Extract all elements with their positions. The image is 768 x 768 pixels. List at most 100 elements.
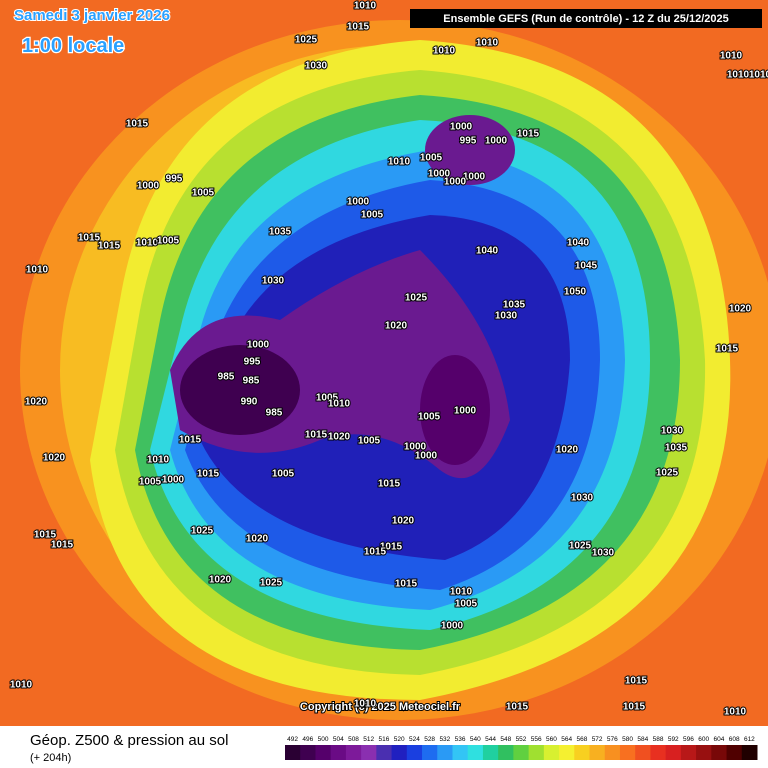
scale-label: 544 (485, 736, 496, 743)
scale-swatch (376, 745, 393, 760)
pressure-label: 1020 (328, 432, 351, 443)
scale-label: 568 (576, 736, 587, 743)
pressure-label: 1020 (385, 321, 408, 332)
scale-swatch (711, 745, 728, 760)
pressure-label: 1005 (358, 436, 381, 447)
scale-swatch (361, 745, 377, 760)
scale-swatch (635, 745, 651, 760)
scale-label: 524 (409, 736, 420, 743)
pressure-label: 1010 (26, 265, 49, 276)
pressure-label: 1010 (727, 70, 750, 81)
scale-swatch (589, 745, 606, 760)
pressure-label: 1000 (347, 197, 370, 208)
pressure-label: 1010 (476, 38, 499, 49)
pressure-label: 1035 (503, 300, 526, 311)
pressure-label: 1005 (272, 469, 295, 480)
pressure-label: 1000 (247, 340, 270, 351)
scale-swatch (452, 745, 469, 760)
scale-label: 532 (439, 736, 450, 743)
scale-swatch (665, 745, 682, 760)
pressure-label: 985 (218, 372, 235, 383)
pressure-label: 1020 (246, 534, 269, 545)
pressure-label: 1000 (415, 451, 438, 462)
pressure-label: 1015 (51, 540, 74, 551)
pressure-label: 1010 (450, 587, 473, 598)
scale-label: 600 (698, 736, 709, 743)
scale-label: 540 (470, 736, 481, 743)
pressure-label: 1010 (720, 51, 743, 62)
scale-label: 504 (333, 736, 344, 743)
scale-label: 592 (668, 736, 679, 743)
pressure-label: 1010 (749, 70, 768, 81)
local-time: 1:00 locale (22, 35, 124, 57)
copyright: Copyright (c) 2025 Meteociel.fr (300, 701, 461, 713)
scale-label: 596 (683, 736, 694, 743)
pressure-label: 1015 (34, 530, 57, 541)
pressure-label: 1030 (262, 276, 285, 287)
scale-label: 572 (592, 736, 603, 743)
scale-label: 612 (744, 736, 755, 743)
pressure-label: 995 (166, 174, 183, 185)
scale-label: 604 (714, 736, 725, 743)
scale-swatch (330, 745, 347, 760)
scale-swatch (422, 745, 438, 760)
pressure-label: 1015 (126, 119, 149, 130)
scale-swatch (391, 745, 408, 760)
pressure-label: 995 (244, 357, 261, 368)
pressure-label: 1000 (428, 169, 451, 180)
color-scale: 492 496 500 504 508 512 516 520 524 528 532 536 540 5… (285, 736, 758, 760)
scale-swatch (467, 745, 484, 760)
scale-swatch (406, 745, 423, 760)
pressure-label: 1030 (592, 548, 615, 559)
pressure-label: 1030 (661, 426, 684, 437)
pressure-labels: 1010101510251030101010101010101010101015… (9, 0, 768, 719)
scale-label: 576 (607, 736, 618, 743)
map-field (0, 0, 768, 726)
scale-swatch (741, 745, 758, 760)
pressure-label: 1000 (162, 475, 185, 486)
pressure-label: 1000 (137, 181, 160, 192)
pressure-label: 1030 (495, 311, 518, 322)
scale-swatch (498, 745, 514, 760)
pressure-label: 1015 (197, 469, 220, 480)
pressure-label: 1025 (260, 578, 283, 589)
pressure-label: 1015 (623, 702, 646, 713)
scale-swatch (619, 745, 636, 760)
pressure-label: 1025 (295, 35, 318, 46)
scale-swatch (482, 745, 499, 760)
pressure-label: 995 (460, 136, 477, 147)
scale-label: 552 (516, 736, 527, 743)
scale-swatch (345, 745, 362, 760)
pressure-label: 1045 (575, 261, 598, 272)
scale-label: 508 (348, 736, 359, 743)
scale-label: 528 (424, 736, 435, 743)
scale-label: 536 (455, 736, 466, 743)
run-box (410, 9, 762, 28)
pressure-label: 1005 (192, 188, 215, 199)
pressure-label: 1005 (418, 412, 441, 423)
pressure-label: 1005 (361, 210, 384, 221)
scale-label: 548 (500, 736, 511, 743)
pressure-label: 1015 (716, 344, 739, 355)
scale-swatch (604, 745, 621, 760)
pressure-label: 1010 (328, 399, 351, 410)
pressure-label: 1010 (354, 699, 377, 710)
pressure-label: 1015 (506, 702, 529, 713)
pressure-label: 985 (266, 408, 283, 419)
scale-swatch (650, 745, 667, 760)
footer-lead: (+ 204h) (30, 752, 71, 764)
scale-label: 512 (363, 736, 374, 743)
pressure-label: 1030 (571, 493, 594, 504)
pressure-label: 1015 (179, 435, 202, 446)
pressure-label: 1010 (147, 455, 170, 466)
pressure-label: 1010 (724, 707, 747, 718)
pressure-label: 1015 (364, 547, 387, 558)
scale-swatch (315, 745, 332, 760)
pressure-label: 1025 (656, 468, 679, 479)
pressure-label: 1010 (433, 46, 456, 57)
scale-label: 564 (561, 736, 572, 743)
pressure-label: 990 (241, 397, 258, 408)
pressure-label: 1050 (564, 287, 587, 298)
pressure-label: 1015 (347, 22, 370, 33)
pressure-label: 985 (243, 376, 260, 387)
